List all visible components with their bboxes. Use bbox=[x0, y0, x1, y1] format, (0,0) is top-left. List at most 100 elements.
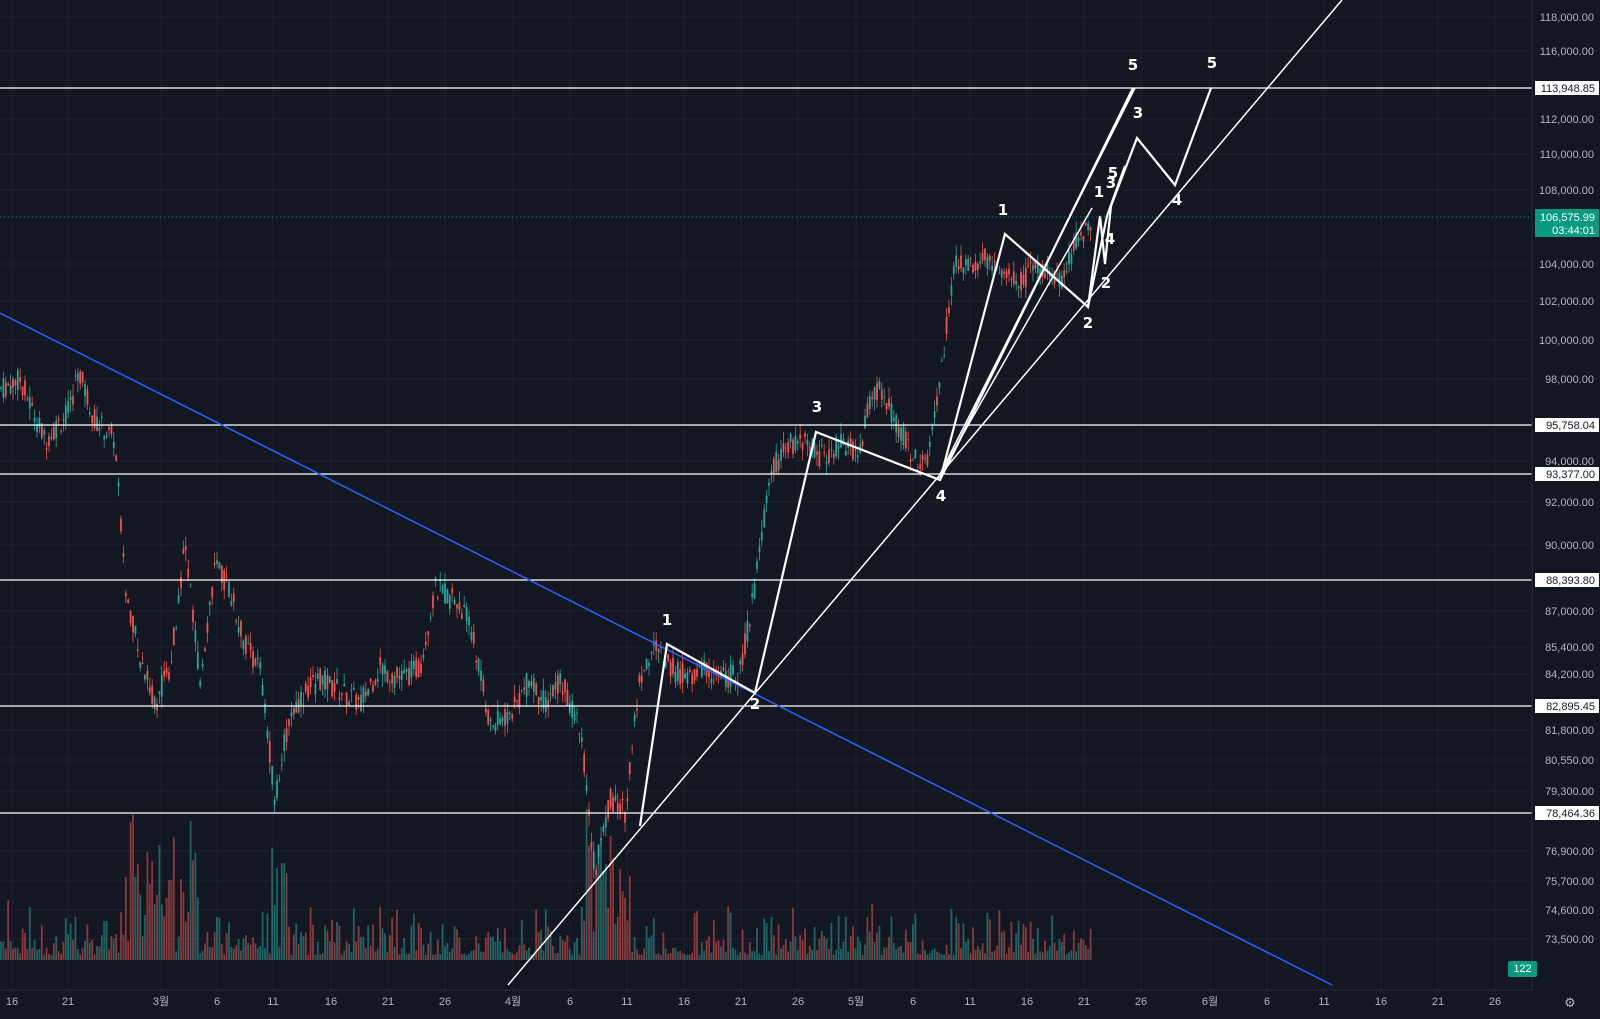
candle-body bbox=[825, 461, 828, 464]
candle-body bbox=[379, 657, 382, 666]
candle-body bbox=[57, 418, 60, 421]
candle-body bbox=[1063, 270, 1066, 278]
wave-label: 2 bbox=[750, 695, 760, 713]
elliott-waves[interactable] bbox=[638, 87, 1213, 827]
candle-body bbox=[444, 583, 446, 604]
candle-body bbox=[475, 660, 478, 663]
volume-bar bbox=[756, 927, 758, 960]
candle-body bbox=[216, 560, 218, 564]
volume-bar bbox=[559, 936, 562, 960]
candle-body bbox=[866, 403, 869, 418]
wave-label: 2 bbox=[1101, 274, 1111, 292]
price-tick-label: 110,000.00 bbox=[1540, 149, 1594, 161]
candle-body bbox=[511, 714, 514, 719]
candle-body bbox=[93, 409, 96, 429]
candle-body bbox=[136, 649, 139, 651]
candle-body bbox=[688, 669, 691, 672]
price-tick-label: 112,000.00 bbox=[1540, 114, 1594, 126]
candle-body bbox=[900, 427, 902, 441]
volume-bar bbox=[348, 943, 350, 960]
volume-bar bbox=[926, 954, 929, 960]
volume-bar bbox=[984, 953, 986, 960]
volume-bar bbox=[160, 904, 163, 960]
volume-bar bbox=[708, 936, 710, 960]
volume-bar bbox=[247, 942, 250, 960]
volume-bar bbox=[91, 939, 94, 960]
candle-body bbox=[172, 627, 175, 646]
volume-bar bbox=[664, 948, 667, 960]
candle-body bbox=[290, 712, 293, 717]
volume-bar bbox=[165, 897, 168, 960]
volume-bar bbox=[1010, 921, 1013, 960]
candle-body bbox=[391, 673, 394, 684]
volume-bar bbox=[818, 938, 821, 960]
candle-body bbox=[820, 444, 823, 446]
candle-body bbox=[403, 669, 406, 673]
date-tick-label: 26 bbox=[1489, 996, 1501, 1008]
gear-icon[interactable]: ⚙ bbox=[1564, 995, 1576, 1010]
candle-body bbox=[280, 764, 283, 766]
volume-bar bbox=[67, 934, 70, 960]
candle-body bbox=[50, 437, 53, 439]
volume-bar bbox=[331, 920, 334, 960]
volume-bar bbox=[36, 949, 38, 960]
volume-bar bbox=[571, 954, 574, 960]
candle-body bbox=[967, 258, 970, 271]
candle-body bbox=[256, 657, 259, 660]
candle-body bbox=[463, 605, 466, 607]
date-tick-label: 6 bbox=[1264, 996, 1270, 1008]
volume-bar bbox=[230, 946, 233, 960]
volume-bar bbox=[393, 946, 396, 960]
volume-bar bbox=[235, 945, 238, 960]
volume-bar bbox=[784, 939, 787, 960]
candle-body bbox=[559, 673, 562, 685]
volume-bar bbox=[1082, 939, 1085, 960]
date-axis[interactable]: 16 21 3월 6 11 16 21 26 4월 6 11 16 21 26 5월 6 11 16 21 26 6월 6… bbox=[0, 989, 1532, 1019]
price-tick-label: 116,000.00 bbox=[1540, 46, 1594, 58]
price-tick-label: 81,800.00 bbox=[1545, 725, 1594, 737]
volume-bar bbox=[148, 883, 151, 960]
level-price-tag bbox=[1535, 699, 1599, 713]
volume-bar bbox=[729, 912, 732, 960]
volume-bar bbox=[1039, 951, 1042, 960]
candle-body bbox=[1003, 271, 1006, 274]
volume-bar bbox=[979, 949, 982, 960]
candle-body bbox=[832, 454, 835, 459]
candle-body bbox=[962, 267, 965, 274]
volume-bar bbox=[74, 916, 77, 960]
candle-body bbox=[868, 395, 871, 410]
volume-bar bbox=[537, 932, 540, 960]
volume-bar bbox=[369, 945, 372, 960]
candle-body bbox=[168, 672, 170, 680]
horizontal-levels[interactable] bbox=[0, 87, 1532, 814]
volume-bar bbox=[883, 947, 886, 960]
price-tick-label: 75,700.00 bbox=[1545, 876, 1594, 888]
volume-bar bbox=[722, 939, 725, 960]
candle-body bbox=[468, 617, 470, 626]
date-tick-label: 3월 bbox=[153, 995, 169, 1008]
candle-body bbox=[828, 449, 830, 463]
volume-bar bbox=[352, 908, 355, 960]
candle-body bbox=[208, 601, 211, 606]
candle-body bbox=[686, 672, 689, 684]
volume-bar bbox=[650, 935, 653, 960]
candle-body bbox=[885, 403, 888, 410]
volume-bar bbox=[595, 875, 598, 960]
volume-bar bbox=[1036, 928, 1039, 960]
candle-body bbox=[864, 415, 866, 428]
candle-body bbox=[259, 662, 262, 669]
candle-body bbox=[127, 599, 130, 604]
volume-bar bbox=[892, 943, 895, 960]
candle-body bbox=[542, 690, 545, 709]
candle-body bbox=[902, 426, 905, 446]
candle-body bbox=[244, 636, 247, 654]
candle-body bbox=[120, 518, 122, 532]
candle-body bbox=[1020, 271, 1022, 291]
candle-body bbox=[674, 671, 677, 683]
candle-body bbox=[67, 400, 70, 413]
volume-bar bbox=[849, 935, 852, 960]
volume-bar bbox=[196, 897, 199, 960]
